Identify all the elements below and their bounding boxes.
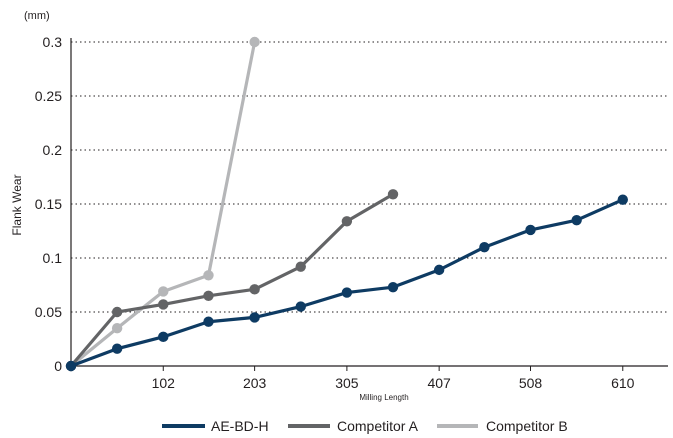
data-point-competitor-b bbox=[111, 323, 123, 334]
series-line-competitor-a bbox=[69, 192, 394, 368]
data-point-ae-bd-h bbox=[203, 316, 214, 327]
data-point-competitor-a bbox=[295, 261, 306, 272]
y-tick-label: 0.05 bbox=[35, 304, 62, 320]
data-point-ae-bd-h bbox=[111, 343, 123, 354]
y-tick-label: 0.3 bbox=[43, 34, 63, 50]
axes: 0 0.05 0.1 0.15 0.2 0.25 0.3 102 203 305 407 508 610 bbox=[35, 34, 668, 391]
x-tick-label: 305 bbox=[335, 375, 359, 391]
data-point-competitor-b bbox=[249, 36, 260, 48]
data-point-ae-bd-h bbox=[525, 224, 536, 236]
data-point-ae-bd-h bbox=[295, 301, 306, 312]
data-point-ae-bd-h bbox=[617, 194, 628, 205]
data-point-ae-bd-h bbox=[158, 331, 169, 343]
legend-label-competitor-b: Competitor B bbox=[486, 418, 568, 434]
axis-labels: (mm) Flank Wear Milling Length bbox=[10, 10, 409, 402]
y-axis-title: Flank Wear bbox=[10, 174, 24, 235]
legend-label-ae-bd-h: AE-BD-H bbox=[211, 418, 269, 434]
y-tick-label: 0.15 bbox=[35, 196, 62, 212]
data-point-competitor-a bbox=[158, 299, 169, 310]
x-tick-label: 508 bbox=[519, 375, 543, 391]
series-lines bbox=[65, 36, 628, 372]
legend-label-competitor-a: Competitor A bbox=[337, 418, 419, 434]
y-tick-label: 0.2 bbox=[43, 142, 63, 158]
data-point-competitor-a bbox=[341, 216, 353, 227]
legend: AE-BD-H Competitor A Competitor B bbox=[162, 418, 568, 434]
data-point-competitor-a bbox=[111, 306, 123, 318]
data-point-competitor-a bbox=[249, 284, 260, 295]
y-tick-label: 0 bbox=[54, 358, 62, 374]
data-point-ae-bd-h bbox=[387, 281, 399, 293]
data-point-ae-bd-h bbox=[341, 287, 353, 298]
y-unit-label: (mm) bbox=[24, 10, 50, 22]
data-point-competitor-a bbox=[387, 189, 399, 200]
data-point-competitor-b bbox=[158, 286, 169, 297]
data-point-competitor-a bbox=[203, 290, 214, 301]
data-point-ae-bd-h bbox=[571, 215, 582, 226]
x-tick-label: 102 bbox=[152, 375, 176, 391]
data-point-competitor-b bbox=[203, 270, 214, 281]
data-point-ae-bd-h bbox=[249, 312, 260, 323]
x-tick-label: 610 bbox=[611, 375, 635, 391]
y-tick-label: 0.25 bbox=[35, 88, 62, 104]
data-point-ae-bd-h bbox=[433, 264, 445, 276]
x-tick-label: 407 bbox=[427, 375, 451, 391]
y-tick-label: 0.1 bbox=[43, 250, 63, 266]
x-axis-title: Milling Length bbox=[359, 393, 408, 402]
grid-lines bbox=[71, 41, 668, 313]
data-point-ae-bd-h bbox=[479, 242, 490, 253]
x-tick-label: 203 bbox=[243, 375, 267, 391]
data-point-ae-bd-h bbox=[65, 360, 77, 372]
